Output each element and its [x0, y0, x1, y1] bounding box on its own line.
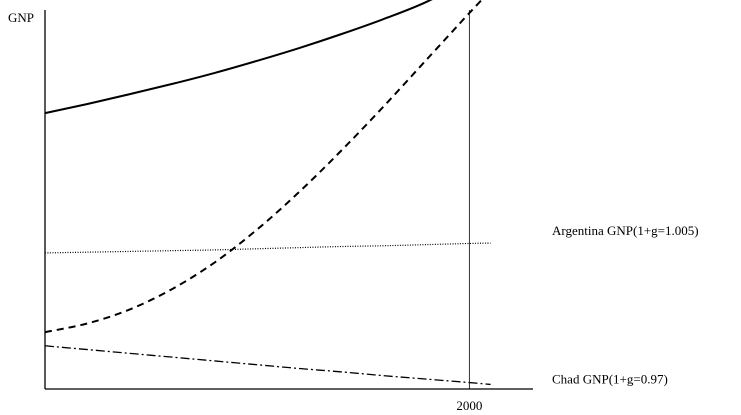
- series-label-argentina-gnp-1-g-1-005: Argentina GNP(1+g=1.005): [552, 223, 699, 238]
- axes: [44, 10, 533, 390]
- labels: GNP2000US GNP (1+g=1.02)Japan GNP(1+g=1.…: [8, 10, 699, 413]
- series-lines: [44, 0, 491, 386]
- series-line-us-gnp-1-g-1-02: [44, 0, 433, 115]
- series-line-chad-gnp-1-g-0-97: [44, 345, 491, 386]
- y-axis-label: GNP: [8, 10, 34, 25]
- series-line-argentina-gnp-1-g-1-005: [44, 242, 491, 254]
- x-tick-label: 2000: [456, 398, 482, 413]
- series-label-chad-gnp-1-g-0-97: Chad GNP(1+g=0.97): [552, 371, 668, 386]
- series-line-japan-gnp-1-g-1-058: [44, 0, 484, 334]
